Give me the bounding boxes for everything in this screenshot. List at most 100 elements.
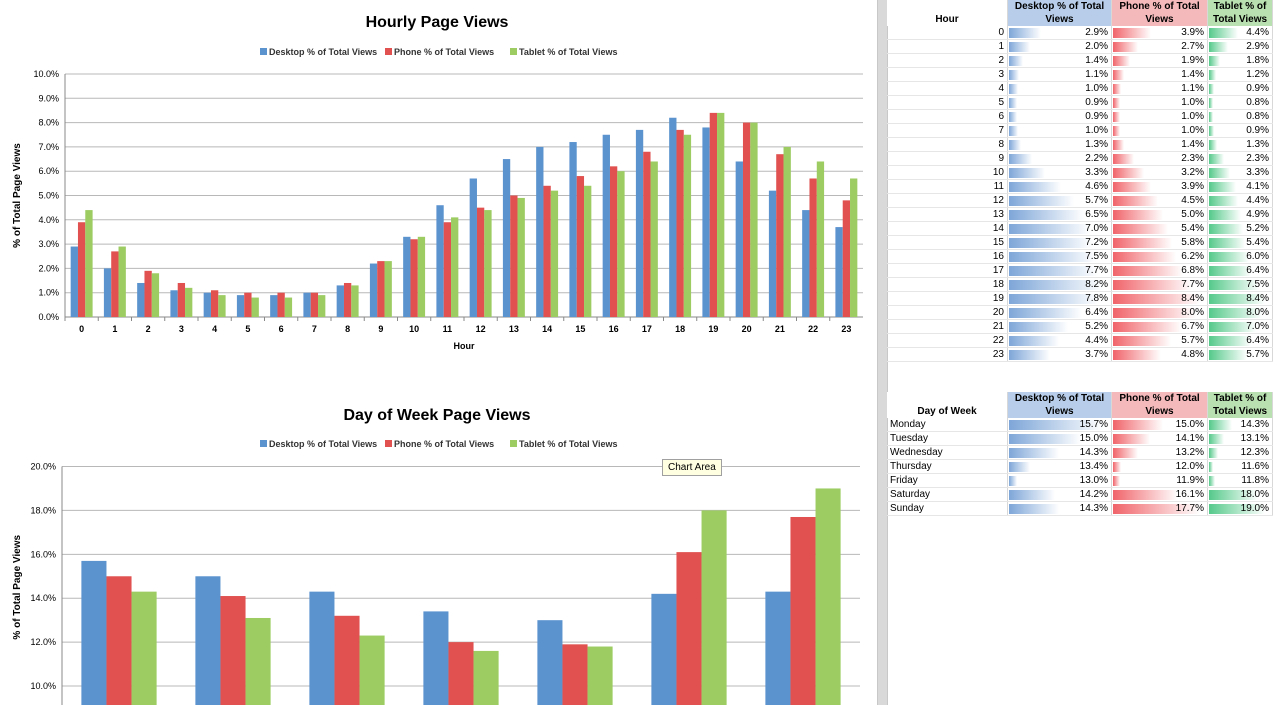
data-cell[interactable]: 4.4% [1207, 193, 1273, 208]
row-label[interactable]: 15 [887, 235, 1008, 250]
data-cell[interactable]: 3.2% [1111, 165, 1208, 180]
data-cell[interactable]: 14.3% [1207, 418, 1273, 432]
row-label[interactable]: 17 [887, 263, 1008, 278]
data-cell[interactable]: 2.9% [1007, 26, 1112, 40]
row-label[interactable]: 2 [887, 53, 1008, 68]
row-label[interactable]: 12 [887, 193, 1008, 208]
data-cell[interactable]: 1.0% [1111, 95, 1208, 110]
data-cell[interactable]: 1.0% [1007, 123, 1112, 138]
data-cell[interactable]: 5.2% [1007, 319, 1112, 334]
spreadsheet[interactable]: Hour Desktop % of Total Views Phone % of T… [887, 0, 1277, 705]
data-cell[interactable]: 0.9% [1007, 109, 1112, 124]
data-cell[interactable]: 19.0% [1207, 501, 1273, 516]
data-cell[interactable]: 2.0% [1007, 39, 1112, 54]
data-cell[interactable]: 5.7% [1207, 347, 1273, 362]
row-label[interactable]: Thursday [887, 459, 1008, 474]
data-cell[interactable]: 6.0% [1207, 249, 1273, 264]
data-cell[interactable]: 16.1% [1111, 487, 1208, 502]
data-cell[interactable]: 1.0% [1111, 123, 1208, 138]
hourly-page-views-chart[interactable]: Hourly Page Views Desktop % of Total View… [0, 0, 876, 370]
data-cell[interactable]: 6.5% [1007, 207, 1112, 222]
row-label[interactable]: 18 [887, 277, 1008, 292]
data-cell[interactable]: 7.0% [1007, 221, 1112, 236]
day-of-week-page-views-chart[interactable]: Day of Week Page Views Desktop % of Total… [0, 370, 876, 705]
data-cell[interactable]: 11.6% [1207, 459, 1273, 474]
row-label[interactable]: Sunday [887, 501, 1008, 516]
data-cell[interactable]: 13.2% [1111, 445, 1208, 460]
data-cell[interactable]: 6.7% [1111, 319, 1208, 334]
data-cell[interactable]: 1.2% [1207, 67, 1273, 82]
data-cell[interactable]: 2.3% [1111, 151, 1208, 166]
row-label[interactable]: 0 [887, 26, 1008, 40]
row-label[interactable]: 11 [887, 179, 1008, 194]
row-label[interactable]: 20 [887, 305, 1008, 320]
data-cell[interactable]: 5.7% [1111, 333, 1208, 348]
data-cell[interactable]: 8.0% [1207, 305, 1273, 320]
row-label[interactable]: 4 [887, 81, 1008, 96]
row-label[interactable]: 14 [887, 221, 1008, 236]
data-cell[interactable]: 4.4% [1207, 26, 1273, 40]
data-cell[interactable]: 8.4% [1111, 291, 1208, 306]
data-cell[interactable]: 14.2% [1007, 487, 1112, 502]
data-cell[interactable]: 11.8% [1207, 473, 1273, 488]
data-cell[interactable]: 18.0% [1207, 487, 1273, 502]
row-label[interactable]: 5 [887, 95, 1008, 110]
row-label[interactable]: Friday [887, 473, 1008, 488]
data-cell[interactable]: 1.0% [1111, 109, 1208, 124]
row-label[interactable]: 22 [887, 333, 1008, 348]
data-cell[interactable]: 4.4% [1007, 333, 1112, 348]
data-cell[interactable]: 3.9% [1111, 179, 1208, 194]
row-label[interactable]: Wednesday [887, 445, 1008, 460]
data-cell[interactable]: 1.1% [1007, 67, 1112, 82]
data-cell[interactable]: 6.4% [1207, 333, 1273, 348]
data-cell[interactable]: 6.4% [1207, 263, 1273, 278]
data-cell[interactable]: 5.0% [1111, 207, 1208, 222]
data-cell[interactable]: 11.9% [1111, 473, 1208, 488]
data-cell[interactable]: 4.6% [1007, 179, 1112, 194]
data-cell[interactable]: 14.3% [1007, 501, 1112, 516]
row-label[interactable]: 8 [887, 137, 1008, 152]
data-cell[interactable]: 8.4% [1207, 291, 1273, 306]
data-cell[interactable]: 7.2% [1007, 235, 1112, 250]
data-cell[interactable]: 4.1% [1207, 179, 1273, 194]
data-cell[interactable]: 14.1% [1111, 431, 1208, 446]
data-cell[interactable]: 0.9% [1207, 123, 1273, 138]
row-label[interactable]: 23 [887, 347, 1008, 362]
data-cell[interactable]: 3.3% [1207, 165, 1273, 180]
data-cell[interactable]: 4.9% [1207, 207, 1273, 222]
data-cell[interactable]: 0.8% [1207, 109, 1273, 124]
data-cell[interactable]: 6.2% [1111, 249, 1208, 264]
row-label[interactable]: 21 [887, 319, 1008, 334]
data-cell[interactable]: 8.0% [1111, 305, 1208, 320]
data-cell[interactable]: 3.3% [1007, 165, 1112, 180]
data-cell[interactable]: 4.8% [1111, 347, 1208, 362]
data-cell[interactable]: 7.7% [1007, 263, 1112, 278]
data-cell[interactable]: 15.0% [1111, 418, 1208, 432]
data-cell[interactable]: 7.0% [1207, 319, 1273, 334]
data-cell[interactable]: 7.8% [1007, 291, 1112, 306]
data-cell[interactable]: 0.9% [1007, 95, 1112, 110]
row-label[interactable]: 3 [887, 67, 1008, 82]
data-cell[interactable]: 1.4% [1111, 137, 1208, 152]
data-cell[interactable]: 1.9% [1111, 53, 1208, 68]
data-cell[interactable]: 7.7% [1111, 277, 1208, 292]
data-cell[interactable]: 12.0% [1111, 459, 1208, 474]
row-label[interactable]: 7 [887, 123, 1008, 138]
data-cell[interactable]: 2.3% [1207, 151, 1273, 166]
data-cell[interactable]: 1.8% [1207, 53, 1273, 68]
data-cell[interactable]: 7.5% [1007, 249, 1112, 264]
data-cell[interactable]: 5.4% [1207, 235, 1273, 250]
data-cell[interactable]: 14.3% [1007, 445, 1112, 460]
data-cell[interactable]: 1.4% [1111, 67, 1208, 82]
data-cell[interactable]: 2.9% [1207, 39, 1273, 54]
data-cell[interactable]: 2.7% [1111, 39, 1208, 54]
data-cell[interactable]: 1.3% [1207, 137, 1273, 152]
data-cell[interactable]: 15.7% [1007, 418, 1112, 432]
data-cell[interactable]: 12.3% [1207, 445, 1273, 460]
data-cell[interactable]: 1.1% [1111, 81, 1208, 96]
data-cell[interactable]: 1.4% [1007, 53, 1112, 68]
row-label[interactable]: 9 [887, 151, 1008, 166]
data-cell[interactable]: 5.7% [1007, 193, 1112, 208]
data-cell[interactable]: 13.1% [1207, 431, 1273, 446]
row-label[interactable]: 19 [887, 291, 1008, 306]
